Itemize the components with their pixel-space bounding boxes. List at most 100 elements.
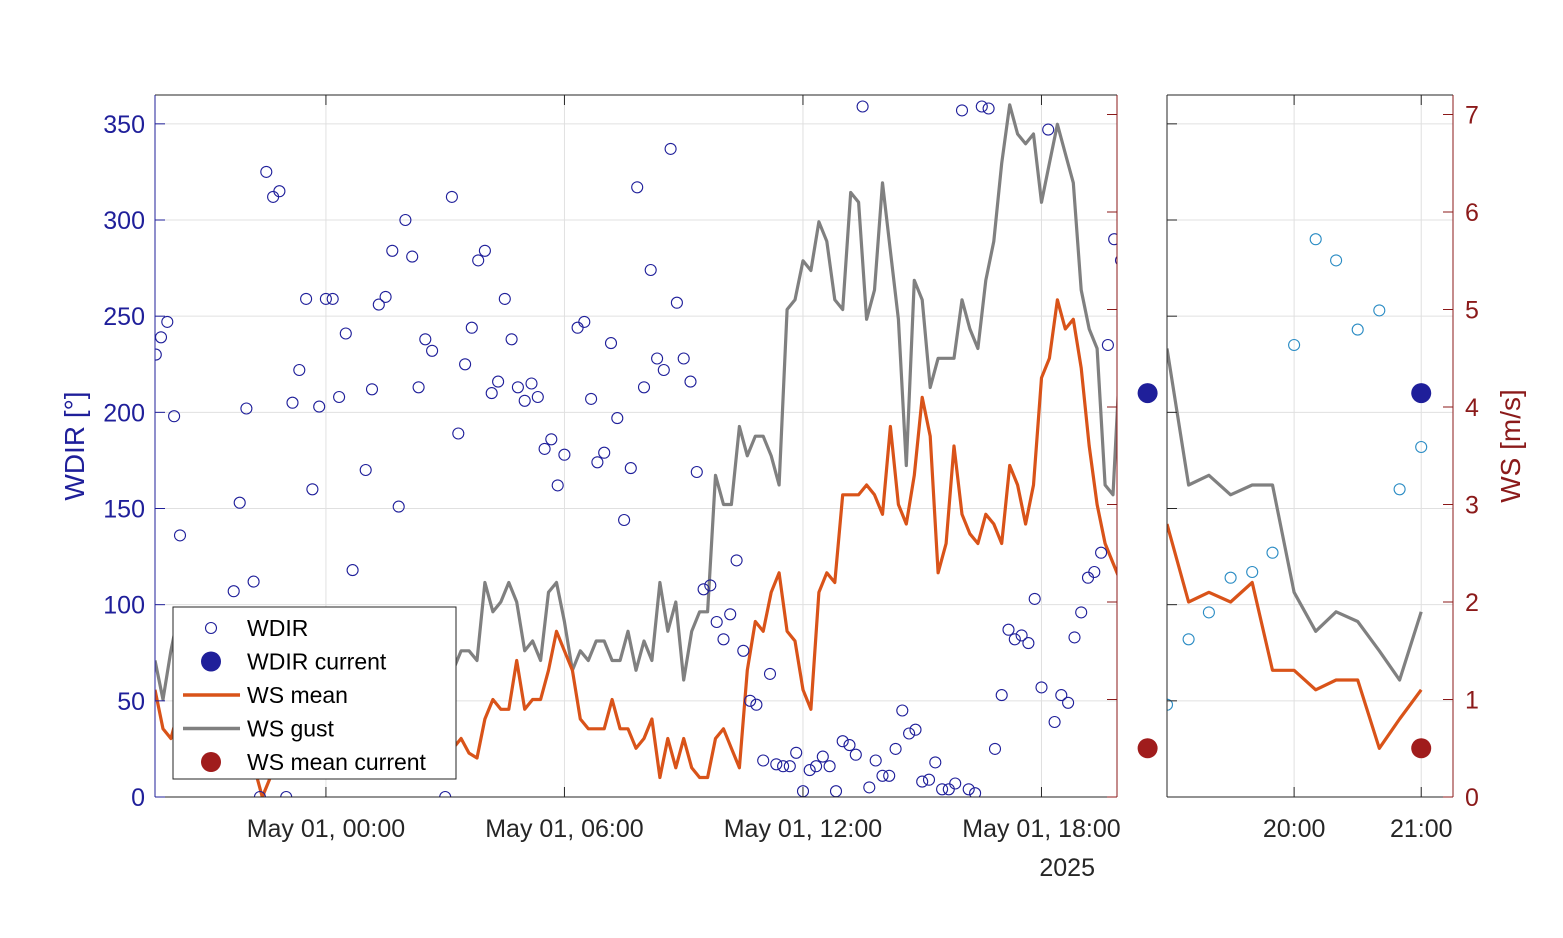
wdir-point bbox=[267, 190, 280, 203]
wdir-point bbox=[1224, 571, 1237, 584]
wdir-point bbox=[1002, 623, 1015, 636]
ws-gust-line bbox=[1167, 348, 1423, 682]
left-tick-label: 200 bbox=[103, 399, 145, 427]
legend-marker-current bbox=[201, 651, 221, 672]
left-axis-label: WDIR [°] bbox=[59, 391, 90, 500]
wdir-point bbox=[1167, 698, 1174, 711]
wdir-point bbox=[1035, 681, 1048, 694]
legend: WDIR WDIR current WS mean WS gust WS mean cu… bbox=[172, 606, 457, 780]
wdir-point bbox=[173, 529, 187, 542]
wdir-point bbox=[770, 758, 783, 771]
wdir-point bbox=[1246, 565, 1259, 579]
legend-box bbox=[172, 606, 457, 780]
ws-mean-line bbox=[155, 298, 1117, 797]
wdir-point bbox=[737, 644, 750, 657]
right-tick-label: 4 bbox=[1465, 394, 1479, 422]
wdir-point bbox=[273, 185, 286, 198]
legend-label: WDIR current bbox=[247, 649, 387, 675]
wdir-point bbox=[730, 554, 743, 567]
x-tick-label: May 01, 12:00 bbox=[724, 815, 882, 843]
right-tick-label: 3 bbox=[1465, 492, 1479, 520]
wdir-point bbox=[459, 358, 472, 371]
wdir-point bbox=[1135, 484, 1146, 495]
legend-marker-current bbox=[201, 752, 221, 772]
wdir-point bbox=[1129, 305, 1140, 316]
wdir-point bbox=[155, 348, 162, 361]
wdir-point bbox=[936, 783, 949, 796]
x-tick-label: 20:00 bbox=[1263, 815, 1326, 843]
wdir-point bbox=[664, 142, 677, 155]
plot-area bbox=[155, 100, 1146, 797]
wdir-point bbox=[478, 244, 491, 257]
wdir-point bbox=[677, 352, 690, 365]
wdir-point bbox=[982, 102, 995, 115]
wdir-point bbox=[168, 410, 181, 423]
wdir-point bbox=[551, 479, 564, 492]
wdir-point bbox=[651, 352, 664, 365]
plot-area bbox=[1167, 233, 1428, 750]
wdir-point bbox=[485, 387, 498, 400]
legend-label: WS gust bbox=[247, 716, 335, 742]
wdir-point bbox=[545, 433, 558, 446]
ws-gust-line bbox=[155, 103, 1117, 711]
wdir-point bbox=[883, 769, 896, 782]
wdir-point bbox=[697, 583, 710, 596]
wdir-point bbox=[452, 427, 465, 440]
wdir-current-marker bbox=[1137, 383, 1158, 404]
wdir-point bbox=[1309, 233, 1322, 246]
left-tick-label: 0 bbox=[131, 784, 145, 812]
left-tick-label: 150 bbox=[103, 496, 145, 524]
wdir-point bbox=[843, 739, 856, 752]
wdir-point bbox=[379, 290, 392, 303]
right-tick-label: 6 bbox=[1465, 199, 1479, 227]
wdir-point bbox=[1081, 571, 1095, 584]
legend-marker-wdir bbox=[204, 621, 218, 635]
wdir-point bbox=[889, 742, 902, 755]
wdir-point bbox=[505, 333, 518, 346]
wdir-point bbox=[604, 337, 618, 350]
wdir-point bbox=[247, 575, 260, 588]
wdir-point bbox=[1202, 606, 1215, 619]
wdir-point bbox=[319, 292, 332, 305]
main-panel: 0 50 100 150 200 250 300 350 May 01, 00:00 May 01… bbox=[103, 94, 1158, 843]
wdir-point bbox=[1351, 323, 1364, 336]
ws-mean-line bbox=[1167, 523, 1423, 750]
wdir-point bbox=[492, 375, 505, 388]
wdir-point bbox=[1108, 233, 1117, 246]
wdir-point bbox=[704, 579, 717, 592]
left-tick-label: 100 bbox=[103, 592, 145, 620]
right-tick-label: 7 bbox=[1465, 102, 1479, 130]
wdir-point bbox=[869, 754, 882, 767]
wdir-point bbox=[1182, 633, 1195, 646]
wdir-point bbox=[1122, 324, 1133, 335]
wdir-point bbox=[1042, 123, 1055, 136]
wdir-point bbox=[1048, 715, 1061, 729]
wdir-point bbox=[757, 754, 770, 767]
x-tick-label: May 01, 06:00 bbox=[485, 815, 643, 843]
wdir-point bbox=[670, 296, 683, 309]
wdir-point bbox=[386, 244, 399, 257]
wdir-point bbox=[929, 756, 942, 769]
right-axis-label: WS [m/s] bbox=[1495, 389, 1526, 503]
wdir-point bbox=[591, 456, 604, 469]
wdir-point bbox=[624, 462, 637, 475]
wdir-point bbox=[783, 760, 796, 773]
wdir-point bbox=[1095, 546, 1108, 559]
wdir-point bbox=[439, 790, 452, 797]
wdir-point bbox=[684, 375, 697, 388]
wdir-point bbox=[293, 363, 306, 377]
wdir-point bbox=[445, 190, 458, 203]
wdir-point bbox=[240, 402, 253, 415]
wdir-point bbox=[790, 746, 803, 759]
wdir-point bbox=[962, 783, 975, 796]
wdir-point bbox=[803, 764, 816, 777]
wdir-point bbox=[359, 463, 372, 477]
wdir-point bbox=[286, 396, 299, 409]
wdir-point bbox=[260, 165, 273, 178]
wdir-point bbox=[333, 390, 346, 404]
wdir-point bbox=[578, 315, 591, 328]
wdir-point bbox=[1062, 696, 1075, 709]
wdir-point bbox=[631, 181, 644, 194]
wdir-point bbox=[598, 446, 611, 459]
